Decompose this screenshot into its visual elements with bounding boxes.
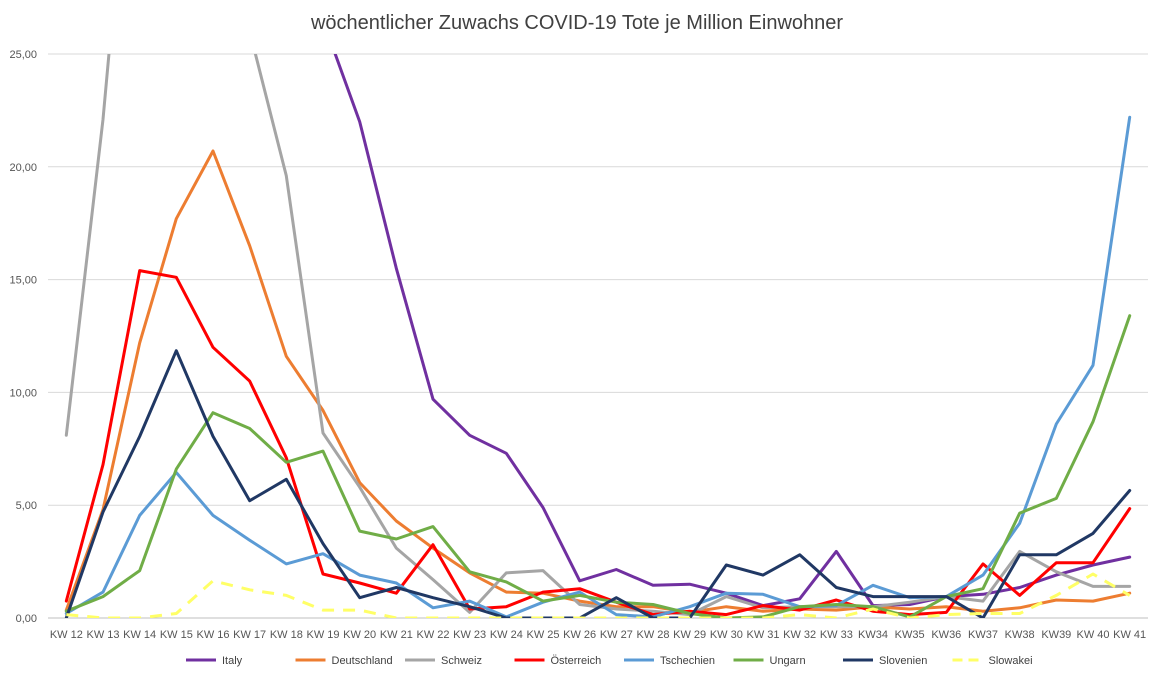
x-tick-label: KW 12	[50, 629, 83, 641]
legend-label: Schweiz	[441, 655, 482, 667]
legend-label: Italy	[222, 655, 243, 667]
gridlines	[48, 53, 1148, 619]
series-line-österreich	[64, 269, 1132, 617]
x-tick-label: KW 40	[1076, 629, 1109, 641]
x-axis-ticks: KW 12 KW 13 KW 14 KW 15 KW 16 KW 17 KW 18 KW 19…	[50, 629, 1146, 641]
x-tick-label: KW 32	[783, 629, 816, 641]
x-tick-label: KW34	[858, 629, 888, 641]
x-tick-label: KW 24	[490, 629, 523, 641]
legend-label: Ungarn	[770, 655, 806, 667]
x-tick-label: KW39	[1041, 629, 1071, 641]
x-tick-label: KW 33	[820, 629, 853, 641]
x-tick-label: KW 28	[636, 629, 669, 641]
x-tick-label: KW 31	[746, 629, 779, 641]
legend-label: Slovenien	[879, 655, 927, 667]
series-lines	[64, 54, 1132, 618]
x-tick-label: KW 22	[416, 629, 449, 641]
legend-label: Tschechien	[660, 655, 715, 667]
x-tick-label: KW 21	[380, 629, 413, 641]
x-tick-label: KW37	[968, 629, 998, 641]
y-tick-label: 15,00	[9, 275, 37, 287]
x-tick-label: KW 41	[1113, 629, 1146, 641]
legend-label: Deutschland	[332, 655, 393, 667]
x-tick-label: KW 15	[160, 629, 193, 641]
legend-label: Slowakei	[989, 655, 1033, 667]
series-line-slowakei	[66, 572, 1131, 618]
y-tick-label: 5,00	[16, 500, 37, 512]
x-tick-label: KW 17	[233, 629, 266, 641]
x-tick-label: KW 26	[563, 629, 596, 641]
y-tick-label: 25,00	[9, 49, 37, 61]
x-tick-label: KW38	[1005, 629, 1035, 641]
series-line-tschechien	[64, 115, 1132, 618]
series-line-slovenien	[64, 349, 1132, 618]
x-tick-label: KW 27	[600, 629, 633, 641]
x-tick-label: KW 16	[196, 629, 229, 641]
y-tick-label: 10,00	[9, 387, 37, 399]
x-tick-label: KW 18	[270, 629, 303, 641]
series-line-ungarn	[64, 314, 1132, 618]
x-tick-label: KW 20	[343, 629, 376, 641]
x-tick-label: KW 19	[306, 629, 339, 641]
y-axis-ticks: 0,00 5,00 10,00 15,00 20,00 25,00	[9, 49, 37, 625]
legend: Italy Deutschland Schweiz Österreich Tschech…	[186, 655, 1033, 667]
x-tick-label: KW 13	[86, 629, 119, 641]
x-tick-label: KW 14	[123, 629, 156, 641]
y-tick-label: 20,00	[9, 162, 37, 174]
series-line-deutschland	[64, 149, 1132, 614]
x-tick-label: KW 25	[526, 629, 559, 641]
x-tick-label: KW 23	[453, 629, 486, 641]
y-tick-label: 0,00	[16, 613, 37, 625]
chart-title: wöchentlicher Zuwachs COVID-19 Tote je M…	[310, 12, 844, 34]
x-tick-label: KW36	[931, 629, 961, 641]
legend-label: Österreich	[551, 655, 602, 667]
x-tick-label: KW35	[895, 629, 925, 641]
series-line-italy	[333, 54, 1132, 608]
x-tick-label: KW 30	[710, 629, 743, 641]
x-tick-label: KW 29	[673, 629, 706, 641]
